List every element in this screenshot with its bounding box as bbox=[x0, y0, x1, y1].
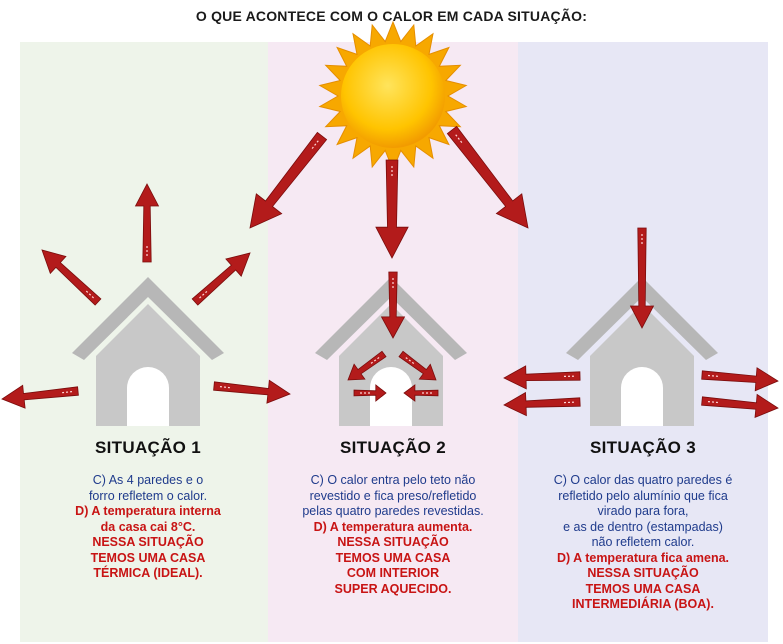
situation-1-line: D) A temperatura interna bbox=[75, 504, 221, 518]
heat-arrow bbox=[629, 227, 655, 329]
situation-3-line: e as de dentro (estampadas) bbox=[563, 519, 723, 534]
arrow-highlight bbox=[707, 374, 719, 377]
heat-arrows bbox=[1, 125, 779, 419]
situation-3-line: refletido pelo alumínio que fica bbox=[558, 488, 728, 503]
heat-arrow bbox=[249, 131, 328, 229]
heat-arrow bbox=[134, 183, 160, 263]
situation-1-line: TÉRMICA (IDEAL). bbox=[93, 566, 203, 580]
arrow-highlight bbox=[199, 290, 208, 299]
situation-3-line: TEMOS UMA CASA bbox=[585, 581, 701, 596]
situation-2-description: C) O calor entra pelo teto não revestido … bbox=[268, 473, 518, 597]
situation-2-line: SUPER AQUECIDO. bbox=[334, 581, 452, 596]
heat-arrow bbox=[403, 384, 439, 402]
heat-arrow bbox=[701, 393, 779, 419]
heat-arrow bbox=[213, 379, 291, 404]
situation-1-description: C) As 4 paredes e o forro refletem o calo… bbox=[23, 473, 273, 582]
situation-2-heading: SITUAÇÃO 2 bbox=[340, 438, 446, 457]
heat-arrow bbox=[446, 125, 529, 229]
heat-arrow bbox=[1, 384, 79, 409]
arrow-highlight bbox=[455, 134, 463, 143]
situation-3-heading: SITUAÇÃO 3 bbox=[590, 438, 696, 457]
heat-arrow bbox=[701, 367, 779, 392]
arrow-highlight bbox=[707, 401, 718, 404]
arrow-highlight bbox=[405, 357, 415, 364]
arrow-highlight bbox=[311, 140, 319, 149]
situation-1-heading: SITUAÇÃO 1 bbox=[95, 438, 201, 457]
house-icon-1 bbox=[72, 277, 224, 426]
sun-icon bbox=[318, 20, 468, 172]
situation-3-line: não refletem calor. bbox=[591, 535, 695, 549]
situation-2-line: C) O calor entra pelo teto não bbox=[310, 473, 476, 487]
situation-1-line: TEMOS UMA CASA bbox=[90, 550, 206, 565]
house-icon-3 bbox=[566, 277, 718, 426]
heat-arrow bbox=[375, 159, 409, 259]
situation-3-line: INTERMEDIÁRIA (BOA). bbox=[572, 597, 714, 611]
situation-2-line: COM INTERIOR bbox=[346, 566, 440, 580]
situation-1-line: NESSA SITUAÇÃO bbox=[92, 535, 204, 549]
situation-1-line: C) As 4 paredes e o bbox=[92, 473, 204, 487]
heat-arrow bbox=[503, 391, 581, 417]
situation-3-line: C) O calor das quatro paredes é bbox=[553, 473, 733, 487]
situation-3-line: D) A temperatura fica amena. bbox=[556, 550, 730, 565]
heat-arrow bbox=[380, 271, 406, 339]
situation-3-line: NESSA SITUAÇÃO bbox=[587, 566, 699, 580]
page-title: O QUE ACONTECE COM O CALOR EM CADA SITUA… bbox=[195, 8, 588, 24]
arrow-highlight bbox=[219, 386, 230, 389]
arrow-highlight bbox=[62, 391, 73, 394]
heat-arrow bbox=[503, 365, 581, 390]
situation-2-line: TEMOS UMA CASA bbox=[335, 550, 451, 565]
situation-2-line: revestido e fica preso/refletido bbox=[309, 488, 477, 503]
situation-1-line: da casa cai 8°C. bbox=[100, 519, 196, 534]
situation-3-description: C) O calor das quatro paredes é refletido… bbox=[518, 473, 768, 613]
arrow-highlight bbox=[85, 290, 95, 299]
situation-2-line: pelas quatro paredes revestidas. bbox=[302, 504, 484, 518]
situation-2-line: D) A temperatura aumenta. bbox=[313, 519, 473, 534]
situation-1-line: forro refletem o calor. bbox=[88, 488, 208, 503]
heat-arrow bbox=[398, 350, 437, 381]
arrow-highlight bbox=[370, 357, 380, 364]
heat-arrow bbox=[347, 350, 387, 381]
situation-2-line: NESSA SITUAÇÃO bbox=[337, 535, 449, 549]
situation-3-line: virado para fora, bbox=[597, 504, 689, 518]
